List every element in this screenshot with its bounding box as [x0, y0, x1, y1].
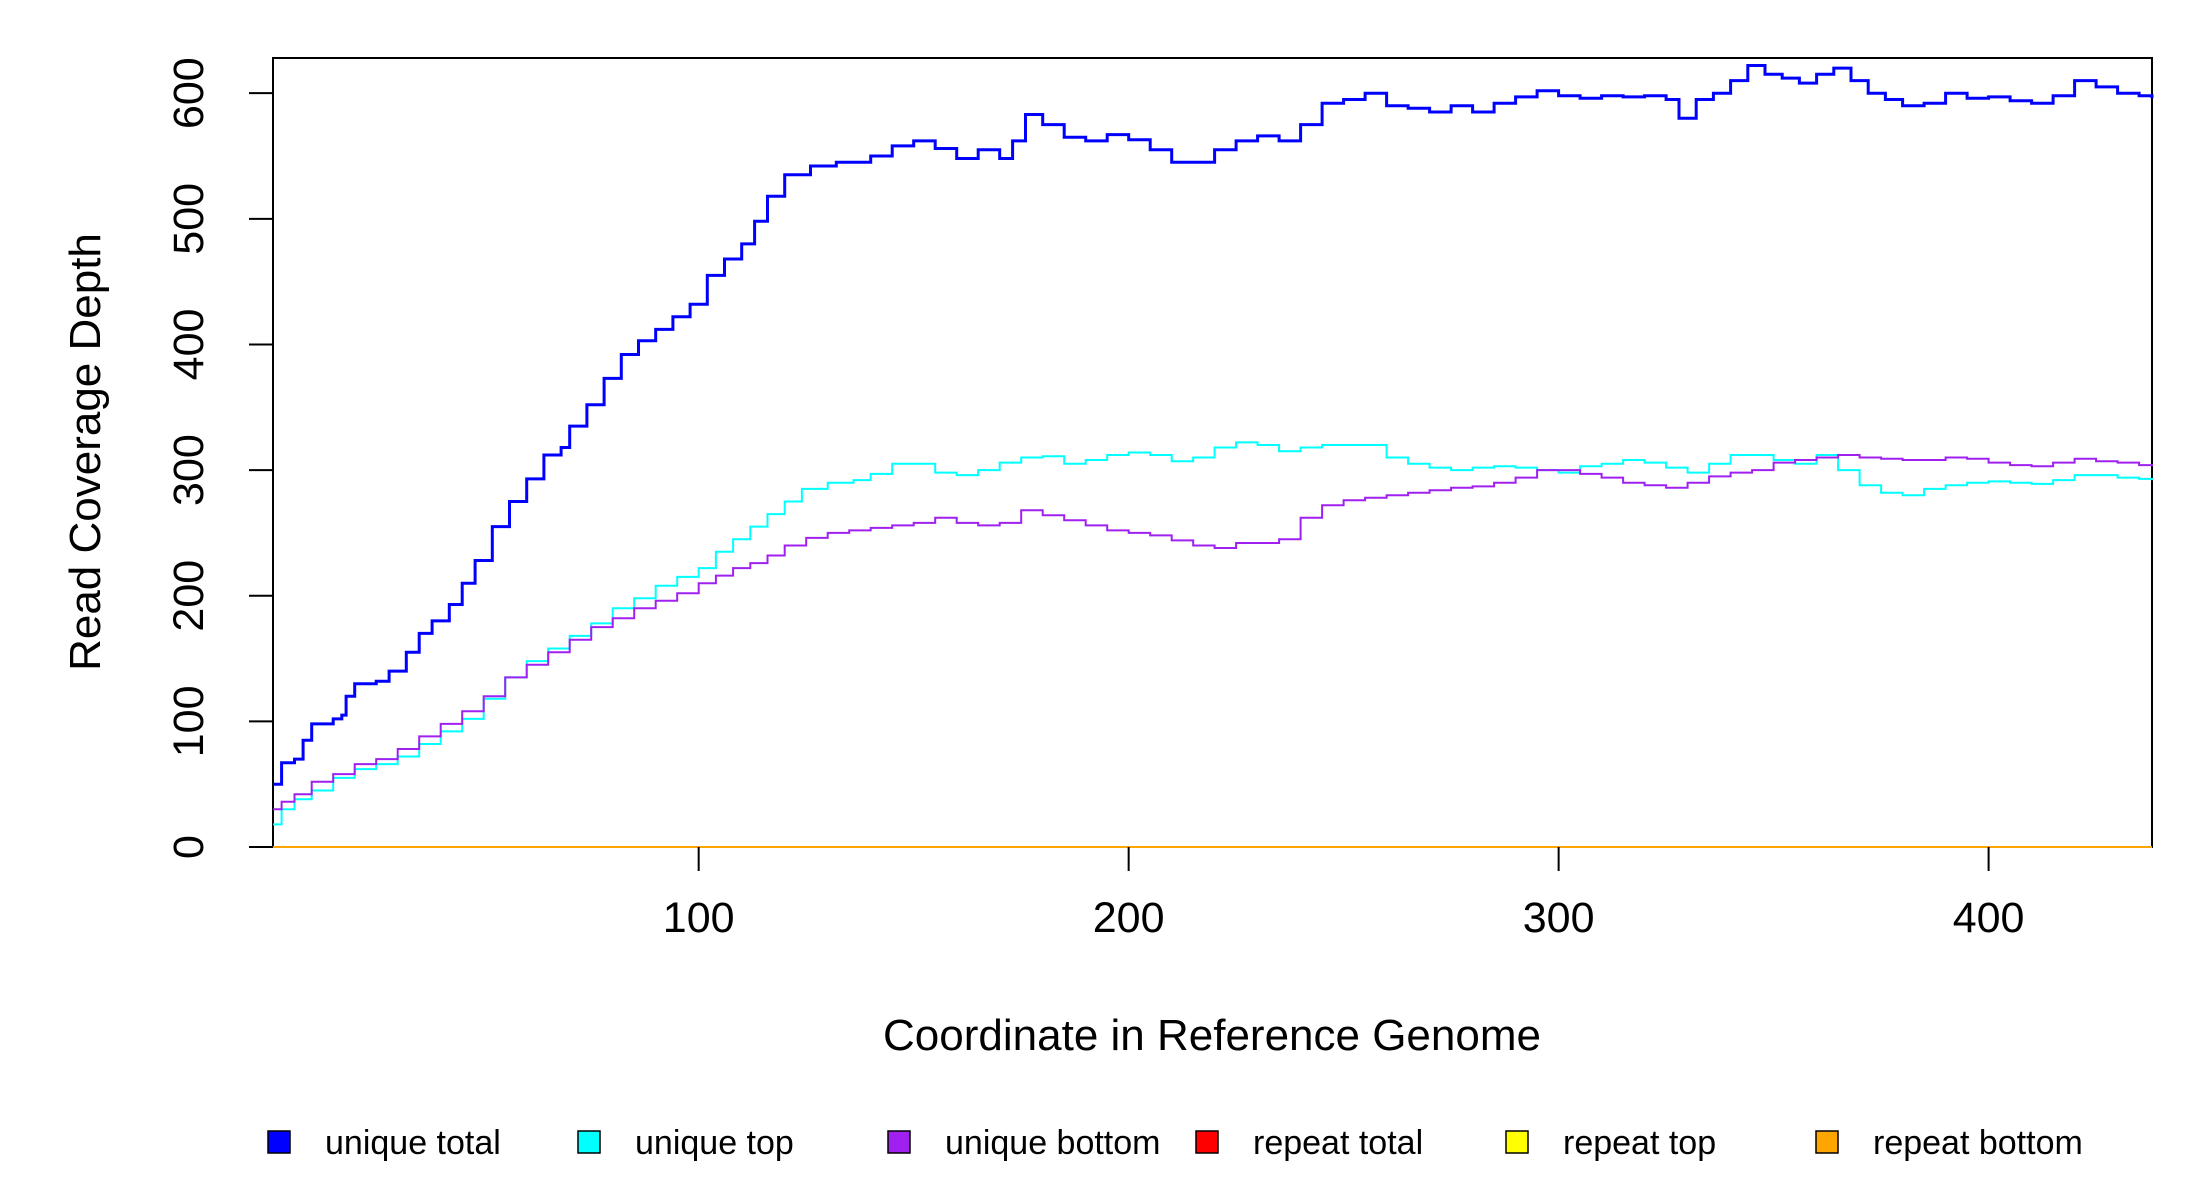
y-tick-label: 0 [165, 835, 213, 859]
series-layer [273, 64, 2154, 848]
x-tick-label: 100 [663, 894, 735, 942]
legend-swatch [1815, 1130, 1839, 1154]
legend-label: repeat total [1253, 1124, 1423, 1162]
x-tick-label: 300 [1523, 894, 1595, 942]
legend-item: unique top [577, 1124, 794, 1162]
series-line-unique-top [273, 441, 2153, 826]
x-tick-label: 200 [1093, 894, 1165, 942]
y-axis: 0 100 200 300 400 500 600 [165, 57, 273, 859]
plot-frame [272, 57, 2153, 848]
series-line-unique-total [273, 64, 2154, 786]
x-axis: 100 200 300 400 [663, 847, 2025, 942]
y-tick-label: 500 [165, 183, 213, 255]
y-tick-label: 400 [165, 309, 213, 381]
legend-item: repeat total [1195, 1124, 1423, 1162]
y-tick-label: 300 [165, 434, 213, 506]
legend-swatch [887, 1130, 911, 1154]
legend-label: unique bottom [945, 1124, 1161, 1162]
legend-item: repeat bottom [1815, 1124, 2083, 1162]
legend-item: unique total [267, 1124, 501, 1162]
legend: unique total unique top unique bottom repea… [267, 1124, 2083, 1162]
legend-swatch [267, 1130, 291, 1154]
x-axis-title: Coordinate in Reference Genome [883, 1011, 1541, 1060]
legend-item: repeat top [1505, 1124, 1716, 1162]
series-line-unique-bottom [273, 454, 2153, 811]
y-tick-label: 200 [165, 560, 213, 632]
legend-label: repeat top [1563, 1124, 1716, 1162]
legend-item: unique bottom [887, 1124, 1161, 1162]
legend-label: unique total [325, 1124, 501, 1162]
legend-label: unique top [635, 1124, 794, 1162]
legend-label: repeat bottom [1873, 1124, 2083, 1162]
legend-swatch [1505, 1130, 1529, 1154]
x-tick-label: 400 [1953, 894, 2025, 942]
legend-swatch [577, 1130, 601, 1154]
y-tick-label: 100 [165, 685, 213, 757]
legend-swatch [1195, 1130, 1219, 1154]
y-axis-title: Read Coverage Depth [61, 233, 110, 671]
y-tick-label: 600 [165, 57, 213, 129]
